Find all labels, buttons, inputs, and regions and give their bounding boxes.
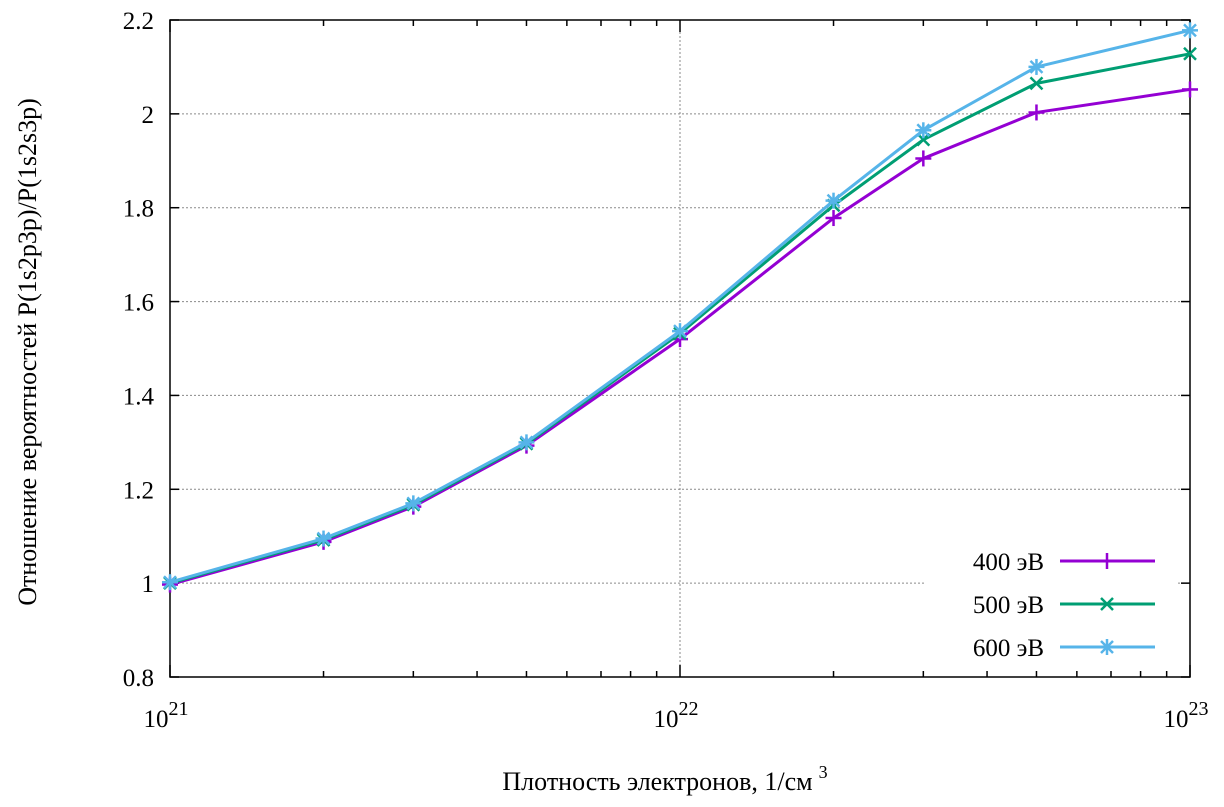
- y-axis-tick-labels: 0.8 1 1.2 1.4 1.6 1.8 2 2.2: [123, 8, 155, 692]
- marker-stroke: [673, 324, 687, 339]
- x-tick-label: 1021: [144, 698, 189, 733]
- star-marker: [1182, 22, 1198, 39]
- series-group: [162, 22, 1198, 593]
- cross-marker: [1100, 597, 1114, 611]
- star-marker: [1028, 58, 1045, 75]
- star-marker: [315, 530, 332, 547]
- x-axis-title: Плотность электронов, 1/см 3: [502, 762, 827, 796]
- x-axis-tick-labels: 1021 1022 1023: [144, 698, 1209, 733]
- star-marker: [915, 122, 932, 139]
- plus-marker: [825, 210, 842, 227]
- star-marker: [518, 434, 535, 451]
- star-marker: [825, 192, 842, 209]
- legend-item: 600 эВ: [973, 635, 1155, 662]
- grid: [170, 20, 1190, 677]
- legend-item: 500 эВ: [973, 592, 1155, 619]
- cross-marker: [1029, 76, 1044, 91]
- y-tick-label: 2: [142, 102, 155, 129]
- cross-marker: [1183, 46, 1197, 61]
- marker-stroke: [916, 123, 931, 138]
- marker-stroke: [1029, 76, 1044, 91]
- star-marker: [672, 323, 688, 340]
- legend: 400 эВ 500 эВ 600 эВ: [925, 535, 1177, 670]
- marker-stroke: [1183, 23, 1197, 38]
- marker-stroke: [519, 435, 534, 450]
- legend-item: 400 эВ: [973, 549, 1155, 576]
- marker-stroke: [1100, 640, 1114, 654]
- plus-marker: [915, 150, 932, 167]
- x-tick-label: 1023: [1164, 698, 1209, 733]
- marker-stroke: [406, 496, 421, 511]
- star-marker: [162, 574, 178, 591]
- y-tick-label: 1.2: [123, 477, 154, 504]
- marker-stroke: [826, 193, 841, 208]
- marker-stroke: [316, 531, 331, 546]
- marker-stroke: [1029, 60, 1044, 74]
- legend-label: 600 эВ: [973, 635, 1044, 662]
- plus-marker: [1099, 553, 1115, 569]
- x-tick-label: 1022: [654, 698, 699, 733]
- y-axis-title: Отношение вероятностей P(1s2p3p)/P(1s2s3…: [13, 98, 42, 606]
- y-tick-label: 1.6: [123, 290, 154, 317]
- axis-ticks: [169, 19, 1191, 678]
- plus-marker: [1028, 104, 1045, 121]
- legend-label: 400 эВ: [973, 549, 1044, 576]
- y-tick-label: 1: [142, 571, 155, 598]
- star-marker: [405, 495, 422, 512]
- marker-stroke: [163, 575, 177, 590]
- x-axis-title-text: Плотность электронов, 1/см: [502, 767, 812, 796]
- plus-marker: [1182, 81, 1198, 98]
- star-marker: [1099, 639, 1115, 655]
- y-tick-label: 1.4: [123, 383, 155, 410]
- x-axis-title-superscript: 3: [819, 762, 828, 782]
- y-tick-label: 0.8: [123, 665, 154, 692]
- legend-label: 500 эВ: [973, 592, 1044, 619]
- marker-stroke: [1100, 597, 1114, 611]
- marker-stroke: [1183, 46, 1197, 61]
- y-tick-label: 2.2: [123, 8, 154, 35]
- series-3: [162, 22, 1198, 591]
- y-tick-label: 1.8: [123, 196, 154, 223]
